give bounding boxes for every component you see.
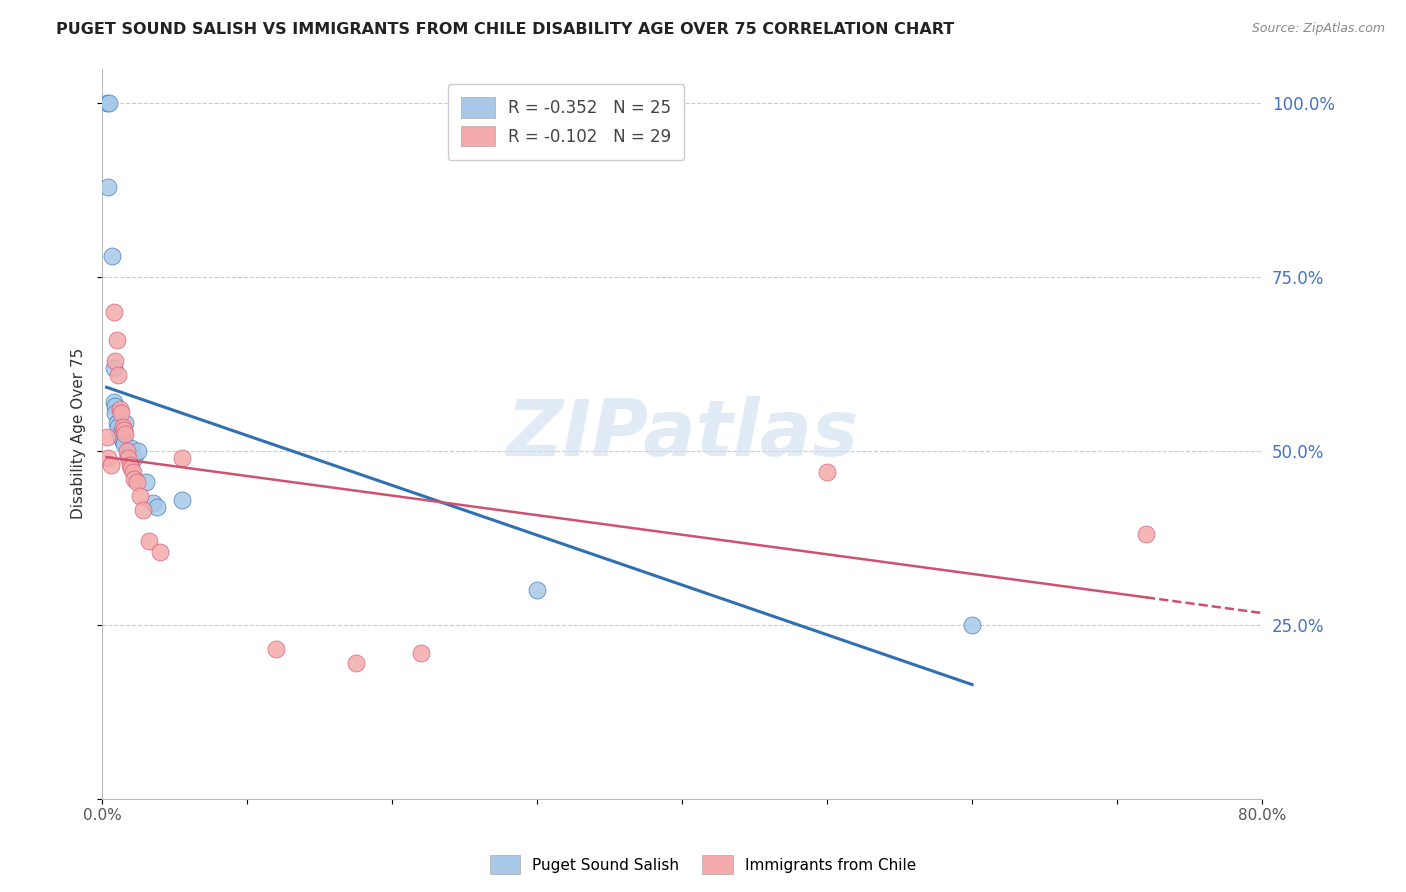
Point bbox=[117, 450, 139, 465]
Point bbox=[118, 458, 141, 472]
Point bbox=[105, 416, 128, 430]
Point bbox=[103, 395, 125, 409]
Point bbox=[146, 500, 169, 514]
Point bbox=[1135, 527, 1157, 541]
Legend: Puget Sound Salish, Immigrants from Chile: Puget Sound Salish, Immigrants from Chil… bbox=[484, 849, 922, 880]
Point bbox=[96, 430, 118, 444]
Point bbox=[129, 489, 152, 503]
Point bbox=[111, 419, 134, 434]
Point bbox=[104, 353, 127, 368]
Point bbox=[142, 496, 165, 510]
Point bbox=[104, 406, 127, 420]
Point bbox=[104, 399, 127, 413]
Point bbox=[120, 461, 142, 475]
Text: Source: ZipAtlas.com: Source: ZipAtlas.com bbox=[1251, 22, 1385, 36]
Point bbox=[105, 333, 128, 347]
Point bbox=[103, 360, 125, 375]
Point bbox=[411, 646, 433, 660]
Point bbox=[114, 416, 136, 430]
Point bbox=[120, 441, 142, 455]
Point bbox=[114, 426, 136, 441]
Point bbox=[121, 465, 143, 479]
Point bbox=[815, 465, 838, 479]
Point bbox=[110, 430, 132, 444]
Point bbox=[101, 249, 124, 263]
Point bbox=[107, 368, 129, 382]
Point bbox=[138, 534, 160, 549]
Point bbox=[96, 96, 118, 111]
Point bbox=[103, 305, 125, 319]
Point bbox=[125, 475, 148, 490]
Point bbox=[108, 426, 131, 441]
Point bbox=[115, 444, 138, 458]
Point bbox=[264, 642, 287, 657]
Point bbox=[108, 402, 131, 417]
Point bbox=[112, 437, 135, 451]
Point bbox=[135, 475, 157, 490]
Point bbox=[344, 656, 367, 670]
Text: PUGET SOUND SALISH VS IMMIGRANTS FROM CHILE DISABILITY AGE OVER 75 CORRELATION C: PUGET SOUND SALISH VS IMMIGRANTS FROM CH… bbox=[56, 22, 955, 37]
Text: ZIPatlas: ZIPatlas bbox=[506, 396, 858, 472]
Point bbox=[110, 406, 132, 420]
Point bbox=[122, 450, 145, 465]
Point bbox=[132, 503, 155, 517]
Point bbox=[170, 450, 193, 465]
Y-axis label: Disability Age Over 75: Disability Age Over 75 bbox=[72, 348, 86, 519]
Point bbox=[100, 458, 122, 472]
Point bbox=[98, 96, 121, 111]
Point bbox=[960, 618, 983, 632]
Point bbox=[526, 583, 548, 598]
Point bbox=[97, 179, 120, 194]
Point bbox=[107, 419, 129, 434]
Point bbox=[117, 448, 139, 462]
Point bbox=[112, 423, 135, 437]
Point bbox=[111, 434, 134, 448]
Point bbox=[122, 472, 145, 486]
Legend: R = -0.352   N = 25, R = -0.102   N = 29: R = -0.352 N = 25, R = -0.102 N = 29 bbox=[449, 84, 685, 160]
Point bbox=[97, 450, 120, 465]
Point bbox=[149, 545, 172, 559]
Point bbox=[170, 492, 193, 507]
Point bbox=[127, 444, 149, 458]
